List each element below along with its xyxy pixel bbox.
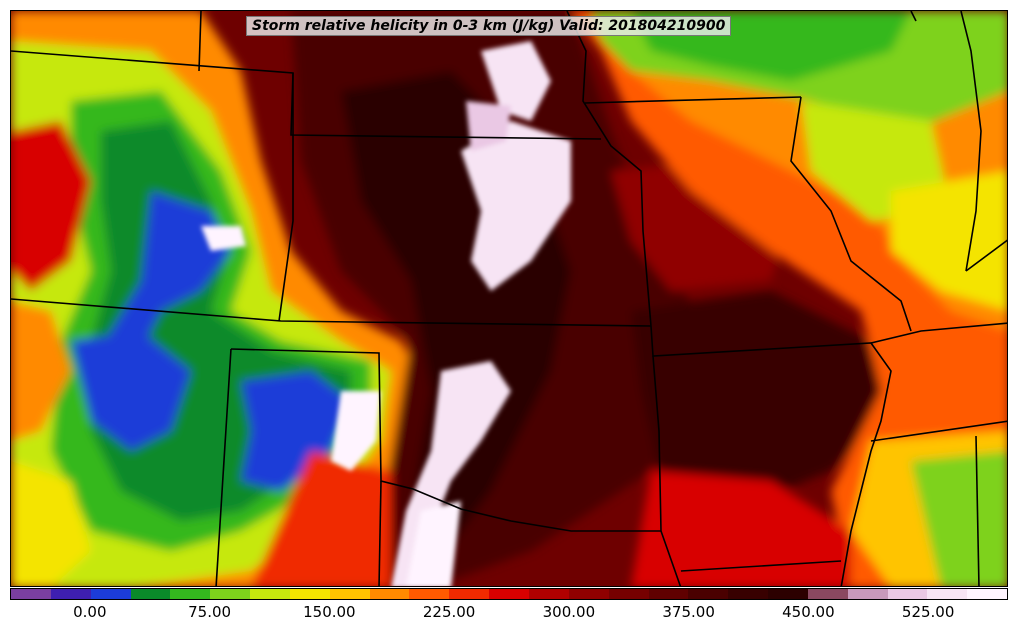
colorbar-tick-label: 150.00 [303,603,356,621]
high-helicity-plumes [201,41,571,586]
colorbar-swatch [50,589,91,599]
contour-field [11,11,1007,586]
colorbar-swatch [170,589,211,599]
colorbar-swatch [528,589,569,599]
colorbar-swatch [568,589,609,599]
colorbar-swatch [927,589,968,599]
colorbar-tick-label: 525.00 [901,603,955,621]
colorbar-tick-label: 0.00 [73,603,107,621]
colorbar-swatch [489,589,529,599]
colorbar-swatch [369,589,410,599]
colorbar-swatch [409,589,450,599]
colorbar [10,588,1008,600]
map-title: Storm relative helicity in 0-3 km (J/kg)… [246,16,732,36]
colorbar-swatch [250,589,290,599]
colorbar-swatch [289,589,330,599]
colorbar-swatch [210,589,251,599]
colorbar-tick-label: 75.00 [188,603,232,621]
colorbar-swatch [688,589,729,599]
colorbar-swatch [648,589,689,599]
colorbar-ticks: 0.00 75.00 150.00 225.00 300.00 375.00 450.00 5… [0,600,1018,633]
colorbar-swatch [130,589,171,599]
helicity-map [11,11,1007,586]
colorbar-swatch [608,589,649,599]
colorbar-swatch [728,589,769,599]
colorbar-tick-label: 225.00 [422,603,476,621]
colorbar-swatch [449,589,490,599]
colorbar-tick-label: 375.00 [662,603,715,621]
colorbar-swatch [11,589,51,599]
colorbar-swatch [807,589,848,599]
colorbar-swatch [768,589,808,599]
colorbar-swatch [967,589,1008,599]
colorbar-swatch [847,589,888,599]
colorbar-swatch [887,589,928,599]
state-borders-icon [11,11,1007,586]
map-panel [10,10,1008,587]
colorbar-swatch [329,589,370,599]
colorbar-tick-label: 300.00 [542,603,596,621]
colorbar-swatch [90,589,131,599]
colorbar-tick-label: 450.00 [782,603,835,621]
